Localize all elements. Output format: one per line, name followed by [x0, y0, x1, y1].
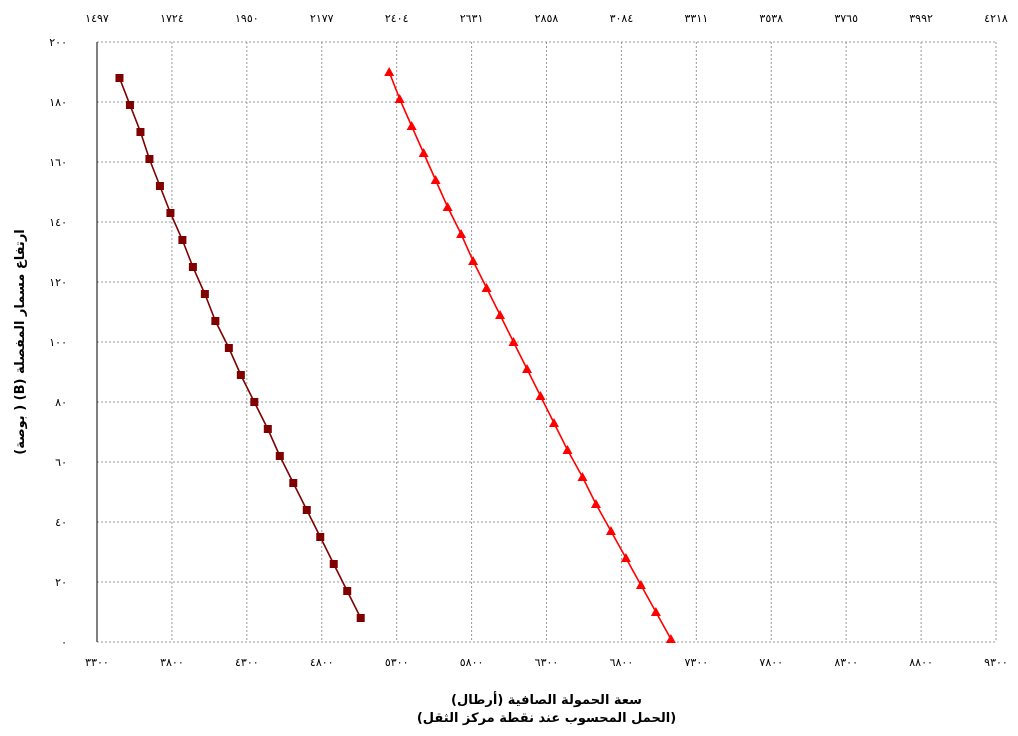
- x-top-tick-label: ٣٩٩٢: [909, 12, 933, 25]
- data-point: [418, 148, 429, 157]
- y-tick-label: ١٤٠: [49, 216, 67, 229]
- data-point: [535, 391, 546, 400]
- data-point: [650, 607, 661, 616]
- data-point: [343, 587, 352, 595]
- y-tick-label: ١٦٠: [49, 156, 67, 169]
- data-point: [590, 499, 601, 508]
- x-tick-label: ٦٨٠٠: [610, 656, 634, 669]
- data-point: [384, 67, 395, 76]
- data-point: [356, 614, 365, 622]
- series: [115, 67, 676, 643]
- data-point: [481, 283, 492, 292]
- x-tick-label: ٧٨٠٠: [759, 656, 783, 669]
- x-top-tick-label: ٢٤٠٤: [385, 12, 409, 25]
- x-top-tick-label: ٤٢١٨: [984, 12, 1008, 25]
- data-point: [200, 290, 209, 298]
- y-tick-label: ٦٠: [55, 456, 67, 469]
- y-axis-title: ارتفاع مسمار المفصلة (B) ( بوصة): [13, 229, 28, 455]
- data-point: [635, 580, 646, 589]
- data-point: [178, 236, 187, 244]
- data-point: [289, 479, 298, 487]
- y-tick-label: ٢٠: [55, 576, 67, 589]
- data-point: [430, 175, 441, 184]
- grid: [96, 41, 997, 643]
- data-point: [136, 128, 145, 136]
- data-point: [211, 317, 220, 325]
- ticks: ٣٣٠٠ ٣٨٠٠ ٤٣٠٠ ٤٨٠٠ ٥٣٠٠ ٥٨٠٠ ٦٣٠٠ ٦٨٠٠ ٧٣٠٠ ٧٨٠٠…: [49, 12, 1008, 669]
- x-tick-label: ٣٨٠٠: [160, 656, 184, 669]
- x-top-tick-label: ١٩٥٠: [235, 12, 259, 25]
- series-line-1: [388, 71, 672, 640]
- data-point: [605, 526, 616, 535]
- data-point: [224, 344, 233, 352]
- data-point: [329, 560, 338, 568]
- y-tick-label: ١٠٠: [49, 336, 67, 349]
- x-tick-label: ٨٨٠٠: [909, 656, 933, 669]
- data-point: [263, 425, 272, 433]
- x-top-tick-label: ١٤٩٧: [85, 12, 109, 25]
- y-tick-label: ٨٠: [55, 396, 67, 409]
- data-point: [548, 418, 559, 427]
- x-tick-label: ٦٣٠٠: [535, 656, 559, 669]
- titles: سعة الحمولة الصافية (أرطال) (الحمل المحسو…: [13, 229, 676, 726]
- x-top-tick-label: ٢٨٥٨: [535, 12, 559, 25]
- x-tick-label: ٥٣٠٠: [385, 656, 409, 669]
- data-point: [456, 229, 467, 238]
- x-top-tick-label: ٢١٧٧: [310, 12, 334, 25]
- data-point: [406, 121, 417, 130]
- data-point: [665, 634, 676, 643]
- data-point: [620, 553, 631, 562]
- x-tick-label: ٤٣٠٠: [235, 656, 259, 669]
- y-tick-label: ٠: [61, 636, 67, 649]
- x-tick-label: ٥٨٠٠: [460, 656, 484, 669]
- data-point: [508, 337, 519, 346]
- data-point: [166, 209, 175, 217]
- data-point: [577, 472, 588, 481]
- x-top-tick-label: ٢٦٣١: [460, 12, 484, 25]
- x-axis-title-line2: (الحمل المحسوب عند نقطة مركز الثقل): [417, 711, 676, 726]
- x-tick-label: ٧٣٠٠: [685, 656, 709, 669]
- data-point: [125, 101, 134, 109]
- y-tick-label: ٢٠٠: [49, 36, 67, 49]
- x-tick-label: ٩٣٠٠: [984, 656, 1008, 669]
- data-point: [468, 256, 479, 265]
- data-point: [442, 202, 453, 211]
- data-point: [316, 533, 325, 541]
- data-point: [250, 398, 259, 406]
- data-point: [188, 263, 197, 271]
- data-point: [236, 371, 245, 379]
- data-point: [155, 182, 164, 190]
- y-tick-label: ١٢٠: [49, 276, 67, 289]
- x-top-tick-label: ٣٣١١: [685, 12, 709, 25]
- data-point: [562, 445, 573, 454]
- data-point: [522, 364, 533, 373]
- data-point: [302, 506, 311, 514]
- x-top-tick-label: ١٧٢٤: [160, 12, 184, 25]
- x-top-tick-label: ٣٧٦٥: [834, 12, 858, 25]
- x-tick-label: ٣٣٠٠: [85, 656, 109, 669]
- x-tick-label: ٨٣٠٠: [834, 656, 858, 669]
- x-top-tick-label: ٣٥٣٨: [759, 12, 783, 25]
- y-tick-label: ١٨٠: [49, 96, 67, 109]
- data-point: [394, 94, 405, 103]
- y-tick-label: ٤٠: [55, 516, 67, 529]
- x-tick-label: ٤٨٠٠: [310, 656, 334, 669]
- data-point: [115, 74, 124, 82]
- x-axis-title-line1: سعة الحمولة الصافية (أرطال): [451, 691, 642, 708]
- data-point: [145, 155, 154, 163]
- x-top-tick-label: ٣٠٨٤: [610, 12, 634, 25]
- data-point: [275, 452, 284, 460]
- data-point: [495, 310, 506, 319]
